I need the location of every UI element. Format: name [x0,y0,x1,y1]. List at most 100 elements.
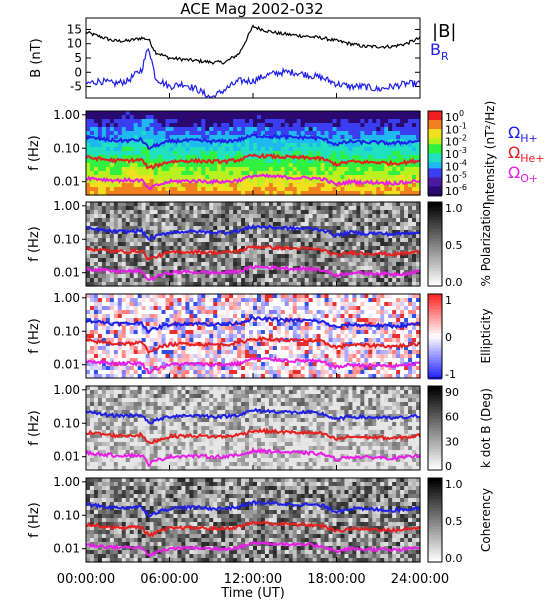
ellipticity-cell [213,306,218,311]
polarization-cell [408,282,413,287]
intensity-cell [97,171,103,176]
polarization-cell [141,266,147,271]
polarization-cell [225,202,230,207]
ellipticity-cell [288,374,294,379]
ellipticity-cell [316,326,322,331]
ellipticity-cell [324,294,330,299]
polarization-cell [181,210,187,215]
polarization-cell [292,202,298,207]
ellipticity-cell [117,326,123,331]
intensity-cell [241,135,246,140]
polarization-cell [324,278,330,283]
intensity-cell [105,119,111,124]
intensity-cell [320,143,326,148]
polarization-cell [296,282,302,287]
polarization-cell [384,238,389,243]
polarization-cell [197,278,202,283]
polarization-cell [280,242,286,247]
ellipticity-cell [153,306,159,311]
intensity-cell [308,123,314,128]
intensity-cell [376,163,381,168]
ellipticity-cell [280,342,286,347]
intensity-cell [209,131,214,136]
intensity-cell [97,147,103,152]
intensity-cell [404,191,409,196]
intensity-colorbar-segment [428,174,442,179]
ellipticity-cell [129,298,135,303]
intensity-cell [245,147,250,152]
ellipticity-cell [137,362,143,367]
polarization-cell [133,234,139,239]
polarization-cell [324,246,330,251]
intensity-cell [280,127,286,132]
intensity-cell [141,167,147,172]
legend-total-b: |B| [432,21,456,42]
polarization-cell [137,214,143,219]
polarization-cell [97,262,103,267]
polarization-cell [201,222,206,227]
intensity-cell [121,135,127,140]
polarization-cell [268,222,274,227]
intensity-cell [368,147,373,152]
intensity-cell [253,159,258,164]
ellipticity-cell [272,322,278,327]
ellipticity-cell [149,334,155,339]
intensity-cell [368,151,373,156]
intensity-cell [360,115,365,120]
intensity-cell [276,187,282,192]
intensity-cell [153,167,159,172]
intensity-cell [189,175,194,180]
intensity-cell [268,179,274,184]
polarization-cell [412,278,417,283]
polarization-cell [153,210,159,215]
ellipticity-cell [253,374,258,379]
ellipticity-cell [288,294,294,299]
intensity-cell [416,183,421,188]
intensity-cell [404,131,409,136]
intensity-cell [193,131,198,136]
ellipticity-cell [137,294,143,299]
polarization-cell [181,262,187,267]
intensity-cell [217,191,222,196]
polarization-cell [201,210,206,215]
ellipticity-cell [328,346,334,351]
ellipticity-cell [97,314,103,319]
intensity-cell [253,163,258,168]
polarization-cell [364,282,369,287]
intensity-cell [105,111,111,116]
intensity-cell [324,163,330,168]
ellipticity-cell [149,298,155,303]
intensity-cell [284,143,290,148]
polarization-cell [253,230,258,235]
polarization-cell [105,250,111,255]
intensity-cell [320,139,326,144]
intensity-cell [344,139,350,144]
intensity-cell [193,187,198,192]
intensity-cell [125,119,131,124]
ellipticity-cell [161,354,167,359]
polarization-cell [380,242,385,247]
polarization-cell [177,218,183,223]
polarization-cell [189,242,194,247]
intensity-cell [189,119,194,124]
intensity-cell [93,143,99,148]
ellipticity-cell [241,306,246,311]
intensity-cell [86,143,91,148]
polarization-cell [177,282,183,287]
intensity-cell [173,115,179,120]
intensity-cell [173,131,179,136]
polarization-cell [253,238,258,243]
intensity-cell [133,147,139,152]
ellipticity-cell [253,334,258,339]
intensity-cell [388,143,393,148]
ellipticity-cell [193,334,198,339]
intensity-cell [284,123,290,128]
ellipticity-cell [233,374,238,379]
intensity-cell [276,191,282,196]
intensity-cell [189,135,194,140]
ellipticity-cell [221,350,226,355]
intensity-cell [117,147,123,152]
ellipticity-cell [129,326,135,331]
ellipticity-cell [169,314,175,319]
intensity-cell [292,175,298,180]
